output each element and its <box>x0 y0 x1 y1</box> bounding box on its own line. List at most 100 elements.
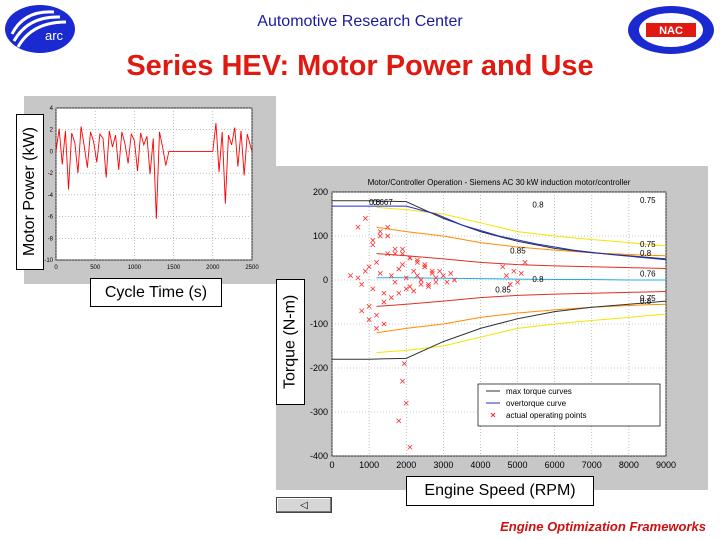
operating-point <box>518 270 524 276</box>
operating-point <box>362 215 368 221</box>
operating-point <box>451 277 457 283</box>
operating-point <box>426 284 431 290</box>
power-chart-ylabel: Motor Power (kW) <box>16 114 44 270</box>
operating-point <box>500 264 506 270</box>
legend-swatch <box>490 412 496 418</box>
operating-point <box>385 224 391 230</box>
operating-point <box>388 295 394 301</box>
torque-xtick-label: 0 <box>329 460 334 470</box>
power-chart: 0 500 1000 1500 2000 2500 4 2 0 -2 -4 -6 -8 -10 <box>44 106 259 271</box>
torque-ytick-label: -200 <box>310 363 328 373</box>
operating-point <box>422 264 428 270</box>
header-title: Automotive Research Center <box>257 13 463 30</box>
power-xtick-label: 1500 <box>167 265 181 271</box>
operating-point <box>511 268 517 274</box>
efficiency-label: 0.85 <box>495 285 511 294</box>
operating-point <box>414 259 420 265</box>
operating-point <box>503 273 509 279</box>
torque-xtick-label: 1000 <box>359 460 379 470</box>
operating-point <box>392 279 398 285</box>
torque-xtick-label: 2000 <box>396 460 416 470</box>
operating-point <box>433 279 439 285</box>
operating-point <box>444 279 450 285</box>
operating-point <box>396 290 402 296</box>
torque-chart-xlabel: Engine Speed (RPM) <box>406 476 594 506</box>
operating-point <box>392 251 398 257</box>
operating-point <box>400 262 405 268</box>
torque-chart-ylabel: Torque (N-m) <box>276 279 305 405</box>
arc-logo: arc <box>5 5 75 53</box>
legend-entry: actual operating points <box>506 411 587 420</box>
operating-point <box>400 251 405 257</box>
operating-point <box>355 275 361 281</box>
operating-point <box>418 277 424 283</box>
power-ytick-label: -6 <box>48 215 54 221</box>
operating-point <box>426 281 431 287</box>
torque-ytick-label: -100 <box>310 319 328 329</box>
operating-point <box>388 273 394 279</box>
operating-point <box>385 251 391 257</box>
operating-point <box>374 325 380 331</box>
efficiency-label: 0.8 <box>640 297 652 306</box>
operating-point <box>381 321 387 327</box>
operating-point <box>448 270 454 276</box>
operating-point <box>396 266 402 272</box>
efficiency-contour <box>376 313 667 354</box>
operating-point <box>385 233 391 239</box>
power-ytick-label: 4 <box>50 106 54 112</box>
operating-point <box>440 273 446 279</box>
operating-point <box>377 229 383 235</box>
power-xtick-label: 2000 <box>206 265 220 271</box>
back-button[interactable]: ◁ <box>276 497 332 513</box>
power-xtick-label: 0 <box>54 265 58 271</box>
operating-point <box>433 275 439 281</box>
operating-point <box>374 312 380 318</box>
operating-point <box>418 281 424 287</box>
power-ytick-label: -10 <box>44 258 53 264</box>
operating-point <box>366 264 372 270</box>
operating-point <box>407 284 413 290</box>
torque-xtick-label: 6000 <box>545 460 565 470</box>
operating-point <box>370 242 376 248</box>
operating-point <box>401 361 407 367</box>
torque-xtick-label: 7000 <box>582 460 602 470</box>
operating-point <box>411 268 417 274</box>
footer-text: Engine Optimization Frameworks <box>500 519 706 534</box>
efficiency-label: 0.76 <box>640 269 656 278</box>
torque-xtick-label: 4000 <box>470 460 490 470</box>
operating-point <box>359 281 365 287</box>
operating-point <box>403 286 409 292</box>
operating-point <box>507 281 513 287</box>
operating-point <box>400 378 405 384</box>
operating-point <box>407 444 413 450</box>
power-xtick-label: 2500 <box>245 265 259 271</box>
operating-point <box>381 299 387 305</box>
efficiency-label: 0.8 <box>532 275 544 284</box>
operating-point <box>381 290 387 296</box>
operating-point <box>348 273 354 279</box>
operating-point <box>403 275 409 281</box>
efficiency-contour <box>376 290 667 307</box>
svg-text:arc: arc <box>45 28 64 43</box>
max-torque-curve <box>332 300 667 360</box>
operating-point <box>407 255 413 261</box>
efficiency-label: 0.8 <box>369 198 381 207</box>
operating-point <box>366 317 372 323</box>
operating-point <box>414 273 420 279</box>
legend-entry: overtorque curve <box>506 399 567 408</box>
operating-point <box>437 268 443 274</box>
efficiency-label: 0.75 <box>640 240 656 249</box>
operating-point <box>403 400 409 406</box>
power-xtick-label: 500 <box>90 265 101 271</box>
efficiency-label: 0.667 <box>373 198 394 207</box>
operating-point <box>414 257 420 263</box>
power-chart-xlabel: Cycle Time (s) <box>90 278 222 307</box>
operating-point <box>429 270 435 276</box>
efficiency-label: 0.75 <box>640 294 656 303</box>
legend-entry: max torque curves <box>506 387 572 396</box>
torque-xtick-label: 9000 <box>656 460 676 470</box>
slide-title: Series HEV: Motor Power and Use <box>126 50 594 82</box>
torque-ytick-label: -300 <box>310 407 328 417</box>
operating-point <box>359 308 365 314</box>
nac-logo: NAC <box>628 6 714 54</box>
